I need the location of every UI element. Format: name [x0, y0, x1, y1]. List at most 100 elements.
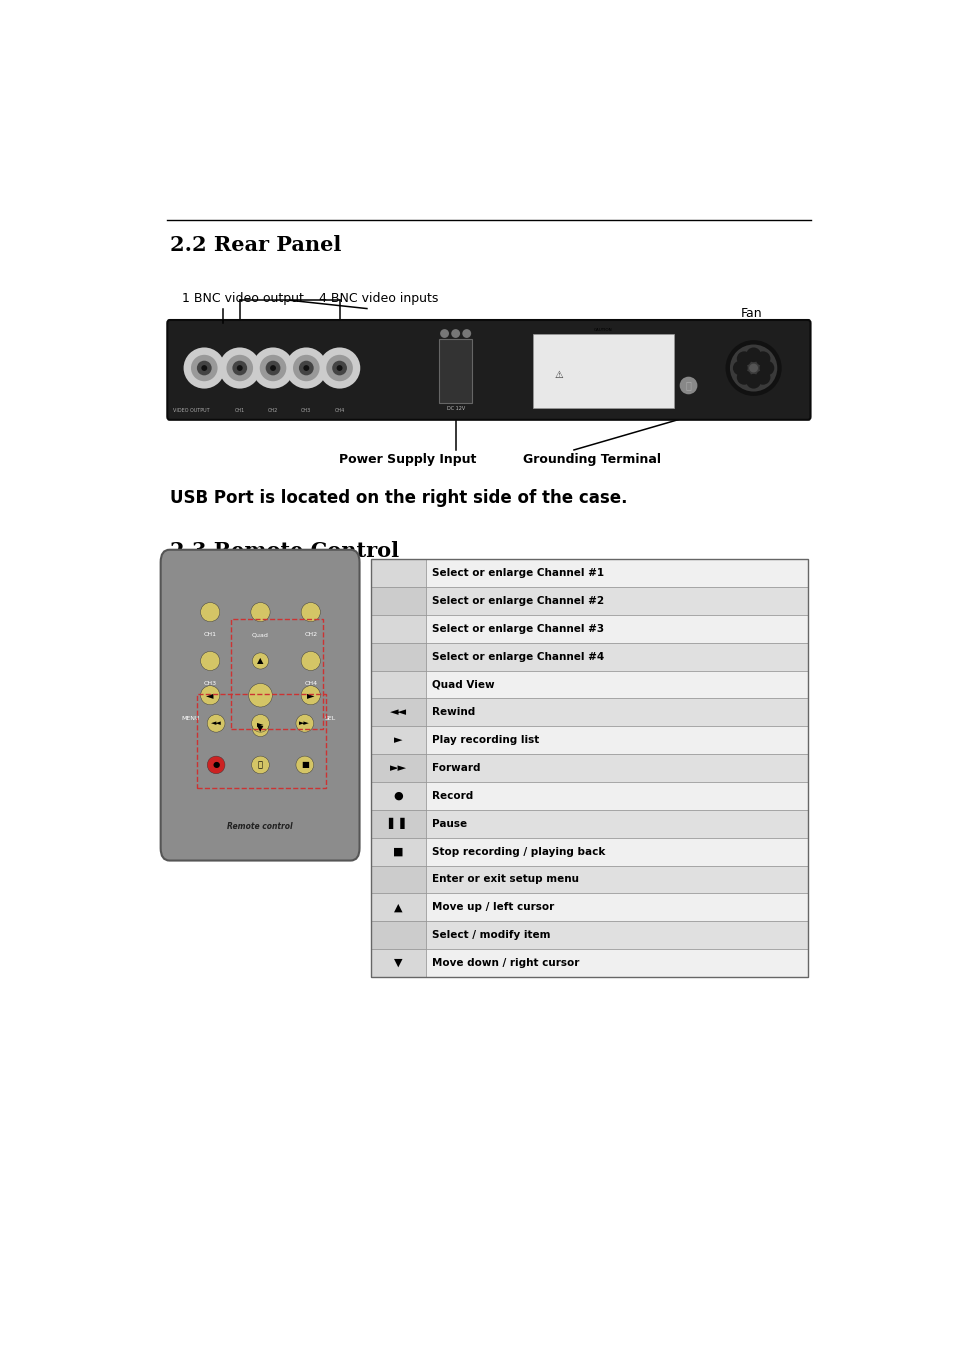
Ellipse shape — [303, 364, 309, 371]
Ellipse shape — [679, 377, 697, 394]
Bar — [370, 614, 426, 643]
Bar — [426, 782, 807, 810]
Text: ◄◄: ◄◄ — [211, 721, 221, 726]
Ellipse shape — [219, 347, 260, 389]
Text: Select or enlarge Channel #4: Select or enlarge Channel #4 — [432, 652, 603, 662]
Bar — [426, 837, 807, 865]
Text: Select / modify item: Select / modify item — [432, 930, 550, 940]
Bar — [370, 559, 426, 587]
Text: Quad: Quad — [252, 632, 269, 637]
Text: 2.3 Remote Control: 2.3 Remote Control — [170, 541, 398, 562]
Text: ▼: ▼ — [257, 724, 263, 733]
Text: 1 BNC video output: 1 BNC video output — [182, 293, 304, 305]
Text: ▌ ▌: ▌ ▌ — [388, 818, 409, 829]
Bar — [370, 643, 426, 671]
Ellipse shape — [451, 329, 459, 338]
Text: Power Supply Input: Power Supply Input — [338, 454, 476, 466]
Ellipse shape — [285, 347, 327, 389]
Bar — [533, 333, 673, 408]
Bar — [426, 865, 807, 894]
Ellipse shape — [207, 756, 225, 774]
FancyBboxPatch shape — [167, 320, 810, 420]
Ellipse shape — [201, 364, 207, 371]
Bar — [426, 698, 807, 726]
Ellipse shape — [270, 364, 275, 371]
Text: CH3: CH3 — [203, 682, 216, 686]
Ellipse shape — [252, 714, 269, 732]
Text: 4 BNC video inputs: 4 BNC video inputs — [318, 293, 437, 305]
Ellipse shape — [226, 355, 253, 381]
Text: ►: ► — [307, 690, 314, 701]
Bar — [370, 559, 807, 977]
Text: ►: ► — [257, 718, 263, 728]
Bar — [426, 755, 807, 782]
Bar — [426, 810, 807, 837]
Bar — [426, 643, 807, 671]
Bar — [370, 810, 426, 837]
Bar — [426, 894, 807, 921]
Text: ●: ● — [213, 760, 219, 770]
Text: ■: ■ — [393, 846, 403, 857]
Text: ▲: ▲ — [394, 902, 402, 913]
Bar — [370, 671, 426, 698]
Ellipse shape — [336, 364, 342, 371]
Ellipse shape — [293, 355, 319, 381]
Ellipse shape — [233, 360, 247, 375]
FancyBboxPatch shape — [160, 549, 359, 860]
Bar — [426, 614, 807, 643]
Ellipse shape — [736, 351, 751, 366]
Text: CH4: CH4 — [335, 408, 344, 413]
Bar — [231, 620, 323, 729]
Ellipse shape — [736, 370, 751, 385]
Text: ◄◄: ◄◄ — [390, 707, 406, 717]
Text: USB Port is located on the right side of the case.: USB Port is located on the right side of… — [170, 490, 626, 508]
Text: Select or enlarge Channel #3: Select or enlarge Channel #3 — [432, 624, 603, 633]
Ellipse shape — [439, 329, 449, 338]
Text: CH1: CH1 — [234, 408, 245, 413]
Text: ⏚: ⏚ — [685, 381, 691, 390]
Text: CH2: CH2 — [304, 632, 317, 637]
Ellipse shape — [200, 686, 219, 705]
Ellipse shape — [265, 360, 280, 375]
Text: Stop recording / playing back: Stop recording / playing back — [432, 846, 605, 857]
Text: Quad View: Quad View — [432, 679, 494, 690]
Text: Rewind: Rewind — [432, 707, 475, 717]
Bar — [426, 726, 807, 755]
Bar — [370, 894, 426, 921]
Ellipse shape — [252, 721, 269, 737]
Text: ►: ► — [394, 736, 402, 745]
Ellipse shape — [207, 714, 225, 732]
Bar — [426, 587, 807, 614]
Bar — [370, 865, 426, 894]
Bar — [426, 921, 807, 949]
Bar — [370, 587, 426, 614]
Text: 2.2 Rear Panel: 2.2 Rear Panel — [170, 235, 340, 255]
Bar — [370, 949, 426, 977]
Ellipse shape — [295, 756, 314, 774]
Text: CH2: CH2 — [268, 408, 278, 413]
Text: ⏸: ⏸ — [257, 760, 263, 770]
Bar — [370, 782, 426, 810]
Ellipse shape — [251, 602, 270, 621]
Text: Record: Record — [432, 791, 473, 801]
Text: ■: ■ — [300, 760, 309, 770]
Text: CH3: CH3 — [301, 408, 311, 413]
Bar — [196, 694, 326, 788]
Text: Move down / right cursor: Move down / right cursor — [432, 958, 578, 968]
Ellipse shape — [298, 360, 314, 375]
Text: VIDEO OUTPUT: VIDEO OUTPUT — [173, 408, 210, 413]
Text: ◄: ◄ — [206, 690, 213, 701]
Bar — [370, 921, 426, 949]
Ellipse shape — [732, 360, 747, 375]
Text: Select or enlarge Channel #2: Select or enlarge Channel #2 — [432, 595, 603, 606]
Ellipse shape — [462, 329, 471, 338]
Ellipse shape — [301, 652, 320, 671]
Text: ●: ● — [393, 791, 403, 801]
Text: Play recording list: Play recording list — [432, 736, 538, 745]
Bar — [370, 698, 426, 726]
Text: Grounding Terminal: Grounding Terminal — [523, 454, 660, 466]
Ellipse shape — [249, 683, 272, 707]
Ellipse shape — [745, 374, 760, 389]
Bar — [370, 726, 426, 755]
Bar — [370, 755, 426, 782]
